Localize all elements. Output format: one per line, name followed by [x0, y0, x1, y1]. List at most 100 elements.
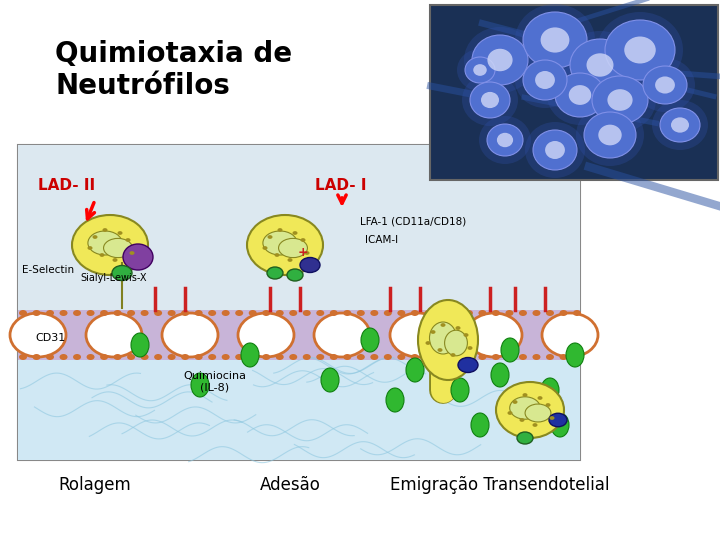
Ellipse shape: [386, 388, 404, 412]
Circle shape: [274, 253, 279, 257]
Ellipse shape: [464, 27, 536, 93]
Circle shape: [300, 258, 320, 273]
Ellipse shape: [451, 378, 469, 402]
Ellipse shape: [545, 141, 565, 159]
Ellipse shape: [525, 404, 551, 422]
Circle shape: [154, 310, 162, 316]
Text: Sialyl-Lewis-X: Sialyl-Lewis-X: [80, 273, 146, 283]
Circle shape: [168, 354, 176, 360]
Circle shape: [19, 310, 27, 316]
Ellipse shape: [525, 122, 585, 178]
Ellipse shape: [660, 108, 700, 142]
Ellipse shape: [487, 49, 513, 71]
Ellipse shape: [535, 71, 555, 89]
Circle shape: [330, 354, 338, 360]
Ellipse shape: [361, 328, 379, 352]
Ellipse shape: [533, 130, 577, 170]
Circle shape: [451, 354, 459, 360]
Circle shape: [300, 238, 305, 242]
Ellipse shape: [406, 358, 424, 382]
Circle shape: [32, 310, 40, 316]
Circle shape: [426, 341, 431, 345]
Circle shape: [465, 354, 473, 360]
Circle shape: [573, 310, 581, 316]
Circle shape: [100, 310, 108, 316]
Circle shape: [46, 354, 54, 360]
Circle shape: [517, 432, 533, 444]
Circle shape: [114, 310, 122, 316]
Ellipse shape: [390, 313, 446, 357]
Ellipse shape: [457, 49, 503, 91]
Ellipse shape: [608, 89, 633, 111]
Circle shape: [127, 354, 135, 360]
Circle shape: [140, 310, 148, 316]
Circle shape: [60, 354, 68, 360]
Ellipse shape: [570, 39, 630, 91]
Ellipse shape: [551, 413, 569, 437]
Circle shape: [114, 354, 122, 360]
Ellipse shape: [569, 85, 591, 105]
Circle shape: [478, 310, 487, 316]
Circle shape: [492, 310, 500, 316]
Circle shape: [533, 310, 541, 316]
Circle shape: [330, 310, 338, 316]
Circle shape: [73, 310, 81, 316]
Ellipse shape: [247, 215, 323, 275]
Circle shape: [73, 354, 81, 360]
Circle shape: [289, 354, 297, 360]
Circle shape: [370, 310, 378, 316]
Ellipse shape: [652, 100, 708, 150]
Ellipse shape: [523, 60, 567, 100]
Ellipse shape: [584, 68, 656, 132]
Circle shape: [292, 231, 297, 235]
Text: +: +: [297, 246, 308, 260]
Circle shape: [112, 258, 117, 262]
Ellipse shape: [321, 368, 339, 392]
Ellipse shape: [587, 53, 613, 77]
Bar: [18, 360, 580, 460]
Circle shape: [316, 310, 324, 316]
Circle shape: [384, 354, 392, 360]
Circle shape: [467, 346, 472, 350]
Ellipse shape: [562, 31, 638, 99]
Circle shape: [523, 393, 528, 397]
Ellipse shape: [643, 66, 687, 104]
Circle shape: [546, 403, 551, 407]
Circle shape: [102, 228, 107, 232]
Text: Ativa Neutrófilos: Ativa Neutrófilos: [80, 160, 150, 170]
Text: leucócitos: leucócitos: [290, 160, 332, 170]
Ellipse shape: [104, 238, 132, 258]
Ellipse shape: [555, 73, 605, 117]
Circle shape: [86, 354, 94, 360]
Text: Rolagem: Rolagem: [58, 476, 131, 494]
Circle shape: [411, 354, 419, 360]
Text: ICAM-I: ICAM-I: [365, 235, 398, 245]
Circle shape: [125, 238, 130, 242]
Circle shape: [316, 354, 324, 360]
Circle shape: [573, 354, 581, 360]
Circle shape: [92, 235, 97, 239]
Circle shape: [289, 310, 297, 316]
Text: Acúmulo de leucócitos: Acúmulo de leucócitos: [80, 186, 174, 194]
Text: E-Selectin: E-Selectin: [22, 265, 74, 275]
Ellipse shape: [671, 117, 689, 133]
Circle shape: [384, 310, 392, 316]
Circle shape: [431, 330, 436, 334]
Text: Adesão: Adesão: [260, 476, 320, 494]
Circle shape: [168, 310, 176, 316]
Ellipse shape: [466, 313, 522, 357]
Circle shape: [88, 246, 92, 250]
Circle shape: [519, 310, 527, 316]
Ellipse shape: [88, 231, 122, 255]
Bar: [430, 5, 718, 180]
Ellipse shape: [605, 20, 675, 80]
Circle shape: [343, 310, 351, 316]
Circle shape: [397, 310, 405, 316]
Circle shape: [127, 310, 135, 316]
Ellipse shape: [479, 116, 531, 164]
Circle shape: [248, 354, 257, 360]
Circle shape: [181, 310, 189, 316]
Circle shape: [465, 310, 473, 316]
Circle shape: [235, 310, 243, 316]
Circle shape: [60, 310, 68, 316]
